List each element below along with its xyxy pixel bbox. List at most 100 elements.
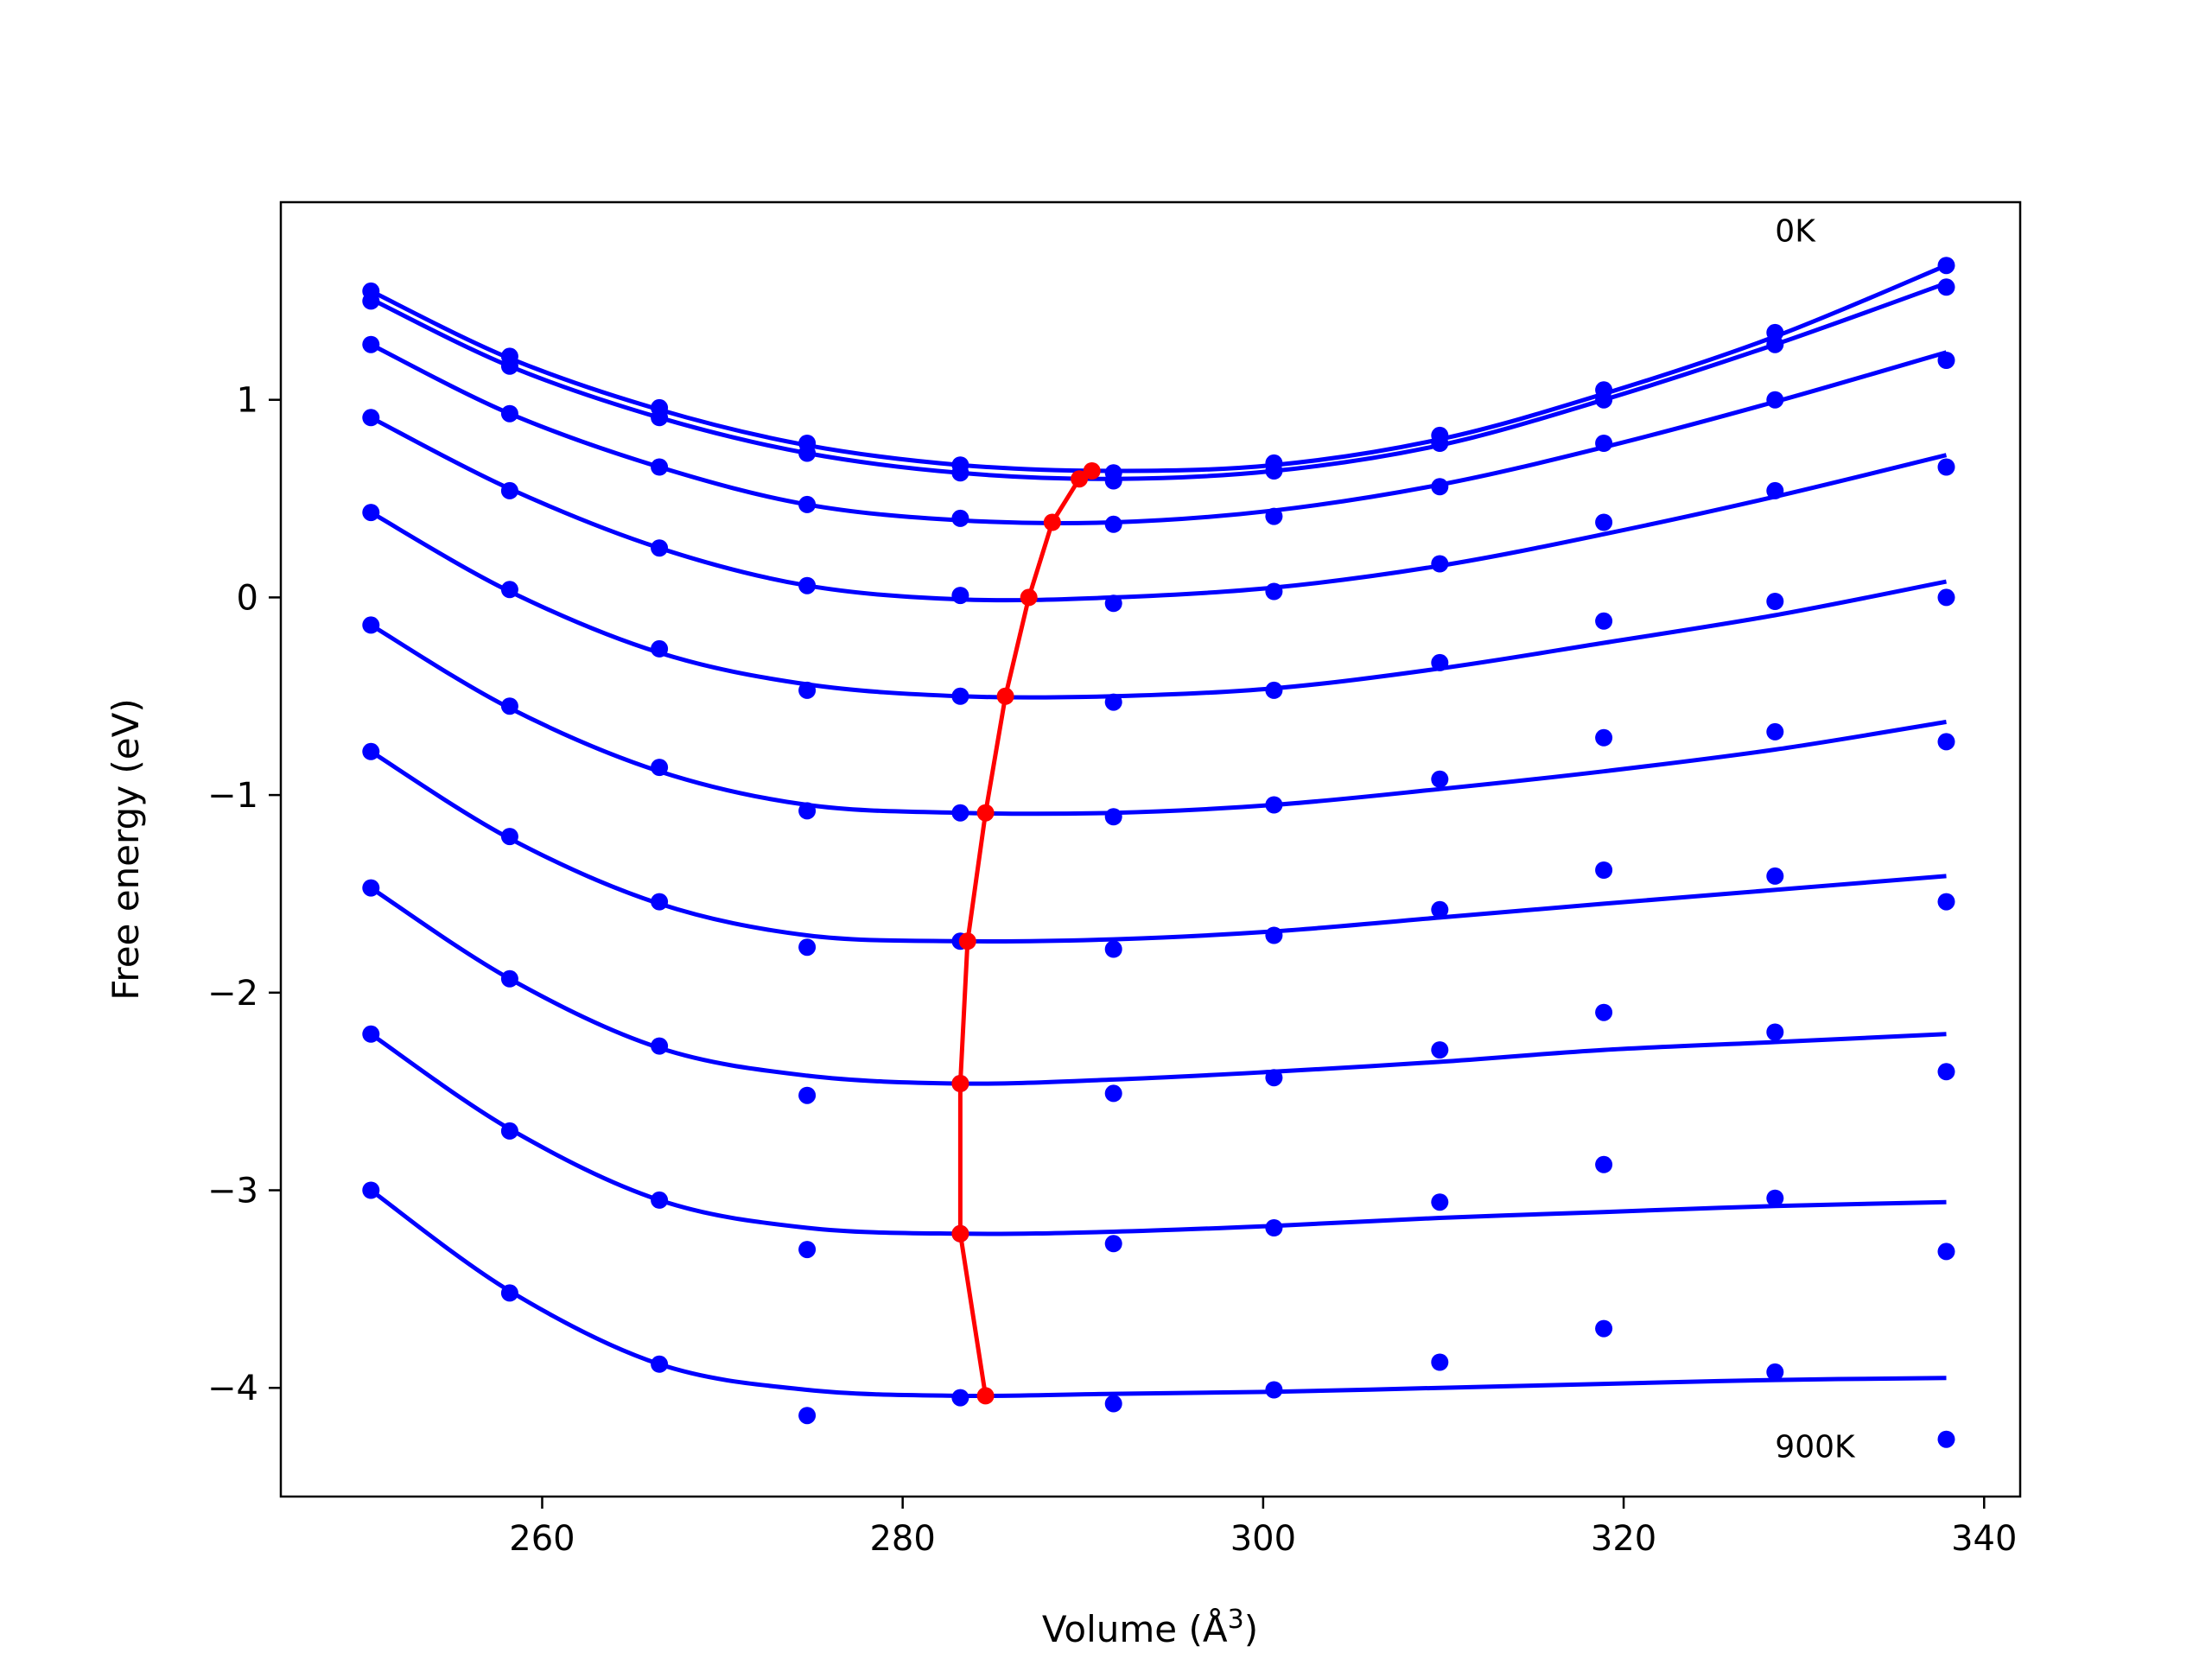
data-point-2-6: [1265, 507, 1283, 525]
fit-curve-8: [369, 1032, 1947, 1236]
data-point-3-9: [1766, 481, 1784, 499]
data-point-2-4: [951, 509, 969, 527]
data-point-3-7: [1431, 555, 1449, 573]
y-tick-label-5: −4: [207, 1369, 258, 1408]
minimum-point-8: [951, 1224, 969, 1243]
x-tick-label-1: 280: [869, 1519, 935, 1559]
data-point-4-1: [500, 581, 518, 599]
data-point-9-0: [362, 1181, 380, 1199]
data-point-1-0: [362, 292, 380, 310]
data-point-9-1: [500, 1284, 518, 1302]
data-point-4-6: [1265, 681, 1283, 699]
data-point-5-4: [951, 804, 969, 822]
x-tick-label-0: 260: [509, 1519, 575, 1559]
data-point-6-10: [1937, 893, 1955, 911]
data-point-5-3: [798, 802, 817, 820]
data-point-4-2: [651, 639, 669, 658]
data-point-7-10: [1937, 1063, 1955, 1081]
data-point-7-0: [362, 879, 380, 897]
fit-curve-5: [370, 623, 1947, 817]
minimum-point-6: [958, 932, 976, 950]
data-point-9-3: [798, 1407, 817, 1425]
data-point-2-0: [362, 335, 380, 353]
data-point-1-3: [798, 444, 817, 462]
data-point-7-3: [798, 1086, 817, 1104]
plot-frame: [279, 200, 2022, 1498]
data-point-2-5: [1104, 515, 1122, 533]
data-point-4-5: [1104, 693, 1122, 711]
y-tick-label-4: −3: [207, 1172, 258, 1211]
data-point-2-7: [1431, 478, 1449, 496]
data-point-8-9: [1766, 1189, 1784, 1207]
data-point-6-6: [1265, 926, 1283, 944]
data-point-3-0: [362, 409, 380, 427]
data-point-8-8: [1595, 1155, 1613, 1173]
data-point-8-2: [651, 1191, 669, 1209]
fit-curve-6: [369, 749, 1947, 944]
annotation-0: 0K: [1775, 214, 1816, 250]
minimum-point-9: [976, 1387, 995, 1405]
data-point-7-2: [651, 1037, 669, 1055]
y-tick-label-0: 1: [237, 381, 258, 421]
data-point-1-1: [500, 357, 518, 375]
data-point-2-9: [1766, 391, 1784, 409]
data-point-7-6: [1265, 1069, 1283, 1087]
y-tick-label-1: 0: [237, 578, 258, 618]
data-point-3-2: [651, 539, 669, 557]
data-point-3-4: [951, 587, 969, 605]
data-point-7-1: [500, 969, 518, 988]
data-point-2-8: [1595, 435, 1613, 452]
data-point-4-9: [1766, 593, 1784, 610]
data-point-9-9: [1766, 1363, 1784, 1381]
data-point-3-5: [1104, 594, 1122, 613]
data-point-1-4: [951, 464, 969, 482]
data-point-7-5: [1104, 1084, 1122, 1103]
data-point-6-8: [1595, 861, 1613, 879]
data-point-1-6: [1265, 462, 1283, 480]
data-point-5-5: [1104, 808, 1122, 826]
data-point-7-9: [1766, 1023, 1784, 1041]
data-point-8-6: [1265, 1219, 1283, 1236]
data-point-0-9: [1766, 323, 1784, 341]
data-point-6-2: [651, 893, 669, 911]
x-axis-title-close: ): [1244, 1608, 1258, 1650]
minimum-point-4: [996, 687, 1014, 705]
data-point-5-7: [1431, 770, 1449, 788]
fit-curve-9: [369, 1188, 1947, 1399]
y-axis-title: Free energy (eV): [105, 698, 147, 1001]
data-point-3-6: [1265, 582, 1283, 601]
data-point-7-8: [1595, 1003, 1613, 1021]
data-point-3-8: [1595, 513, 1613, 531]
data-point-8-7: [1431, 1193, 1449, 1211]
data-point-7-7: [1431, 1041, 1449, 1059]
data-point-1-5: [1104, 472, 1122, 490]
data-point-6-7: [1431, 900, 1449, 918]
y-tick-label-2: −1: [207, 776, 258, 816]
fit-curve-4: [370, 510, 1947, 700]
data-point-2-1: [500, 404, 518, 423]
x-axis-title-superscript: 3: [1228, 1605, 1244, 1635]
data-point-9-5: [1104, 1395, 1122, 1413]
data-point-2-2: [651, 458, 669, 476]
x-tick-label-3: 320: [1591, 1519, 1656, 1559]
data-point-5-10: [1937, 733, 1955, 751]
data-point-1-9: [1766, 335, 1784, 353]
data-point-5-9: [1766, 722, 1784, 741]
annotations: 0K 900K: [1775, 214, 1856, 1465]
minimum-point-0: [1083, 462, 1101, 480]
plot-area: [362, 257, 1955, 1448]
data-point-6-9: [1766, 867, 1784, 885]
data-point-2-10: [1937, 352, 1955, 369]
x-axis-title: Volume (Å3): [1042, 1605, 1258, 1650]
fit-curve-3: [370, 416, 1948, 603]
data-point-1-10: [1937, 278, 1955, 296]
data-point-3-1: [500, 481, 518, 499]
x-axis-title-main: Volume (Å: [1042, 1607, 1228, 1650]
data-point-4-0: [362, 504, 380, 522]
data-point-8-3: [798, 1241, 817, 1259]
data-point-8-0: [362, 1025, 380, 1043]
data-point-5-0: [362, 616, 380, 634]
x-tick-label-4: 340: [1951, 1519, 2017, 1559]
data-point-9-10: [1937, 1430, 1955, 1448]
data-point-6-0: [362, 742, 380, 760]
